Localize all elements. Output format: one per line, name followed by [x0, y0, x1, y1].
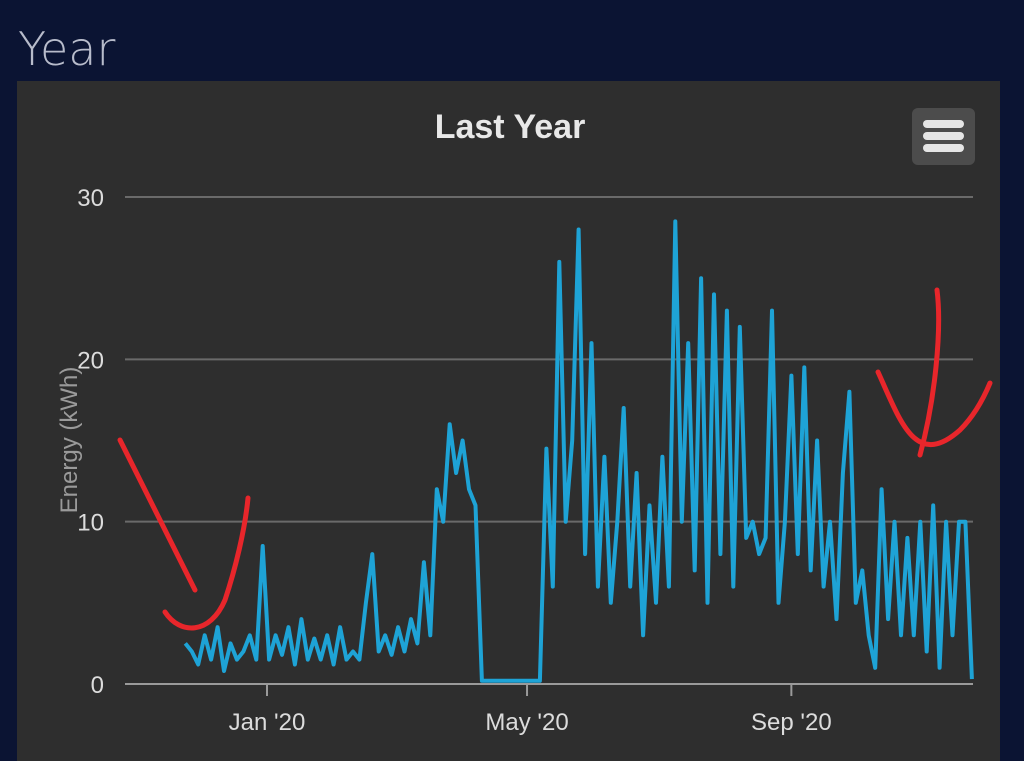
chart-panel	[17, 81, 1000, 761]
annotation-arrow-right	[875, 287, 993, 458]
x-tick-label: May '20	[485, 709, 568, 736]
y-tick-label: 10	[77, 510, 104, 537]
y-tick-label: 20	[77, 347, 104, 374]
section-title: Year	[18, 22, 116, 76]
series-line-energy	[183, 219, 974, 683]
y-tick-label: 30	[77, 185, 104, 212]
hamburger-line	[923, 144, 964, 152]
red-annotation-arrows	[117, 287, 993, 631]
y-axis-label: Energy (kWh)	[56, 367, 83, 514]
chart-title: Last Year	[435, 108, 586, 146]
x-tick-label: Sep '20	[751, 709, 832, 736]
hamburger-line	[923, 132, 964, 140]
chart-menu-button[interactable]	[912, 108, 975, 165]
y-tick-label: 0	[91, 672, 104, 699]
annotation-arrow-left	[117, 437, 251, 631]
x-tick-label: Jan '20	[229, 709, 306, 736]
hamburger-menu-icon	[923, 120, 964, 128]
